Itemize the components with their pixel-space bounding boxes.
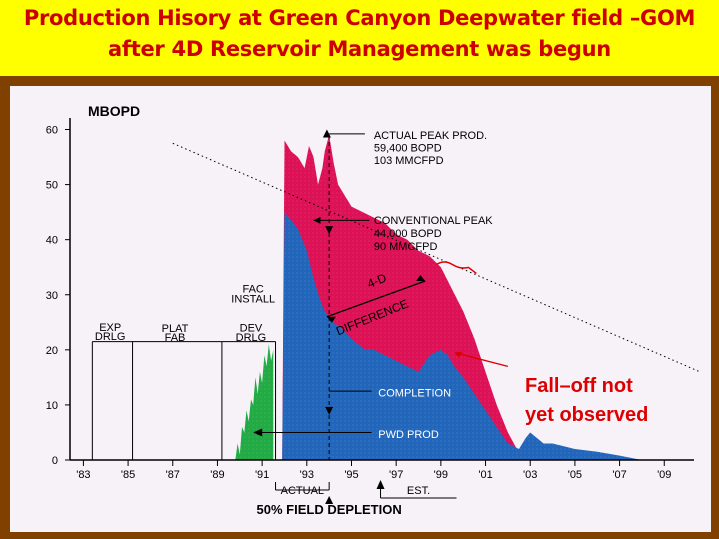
trend-line [172,142,701,373]
x-tick-label-1989: '89 [210,469,224,481]
y-tick-label-10: 10 [46,400,58,412]
y-tick-label-50: 50 [46,180,58,192]
label-plat-2: FAB [165,332,186,344]
label-falloff-1: Fall–off not [525,375,633,397]
area-green-texture [235,344,274,460]
label-dev-1: DEV [240,323,263,335]
x-tick-label-2003: '03 [523,469,537,481]
title-line-2: after 4D Reservoir Management was begun [108,37,611,61]
x-tick-label-1995: '95 [344,469,358,481]
x-tick-label-1991: '91 [255,469,269,481]
label-pwd-prod: PWD PROD [378,429,439,441]
label-plat-1: PLAT [162,323,189,335]
x-tick-label-1993: '93 [300,469,314,481]
y-axis-label: MBOPD [88,103,140,119]
y-tick-label-40: 40 [46,235,58,247]
arrow-conv [325,226,334,235]
title-line-1: Production Hisory at Green Canyon Deepwa… [23,6,696,30]
y-tick-label-0: 0 [52,455,58,467]
title-band: Production Hisory at Green Canyon Deepwa… [0,0,719,76]
x-tick-label-1983: '83 [76,469,90,481]
label-exp-2: DRLG [95,331,126,343]
label-dev-2: DRLG [236,332,267,344]
area-blue-texture [282,212,642,460]
label-actual: ACTUAL [281,485,324,497]
x-tick-label-1985: '85 [121,469,135,481]
label-conv-mmcfpd: 90 MMCFPD [374,241,438,253]
trend-squiggle [435,261,477,275]
diff-arrowhead-left [326,316,336,323]
label-actual-bopd: 59,400 BOPD [374,143,442,155]
falloff-arrow [458,353,509,367]
arrow-peak-up [322,129,331,138]
x-tick-label-2005: '05 [568,469,582,481]
arrow-pwd-down [325,406,334,415]
x-tick-label-2009: '09 [657,469,671,481]
label-completion: COMPLETION [378,388,451,400]
label-actual-mmcfpd: 103 MMCFPD [374,155,444,167]
x-tick-label-1997: '97 [389,469,403,481]
label-depletion: 50% FIELD DEPLETION [257,502,402,517]
label-conv-peak: CONVENTIONAL PEAK [374,215,493,227]
y-tick-label-20: 20 [46,345,58,357]
label-exp-1: EXP [99,322,121,334]
falloff-arrowhead [454,351,463,358]
pwd-arrowhead [253,428,263,437]
label-est: EST. [407,485,430,497]
x-tick-label-1999: '99 [434,469,448,481]
y-tick-label-60: 60 [46,125,58,137]
x-tick-label-2001: '01 [478,469,492,481]
label-4d: 4-D [365,271,388,291]
diff-arrowhead-right [416,274,426,281]
label-conv-bopd: 44,000 BOPD [374,228,442,240]
label-falloff-2: yet observed [525,404,648,426]
diff-arrow [326,280,426,318]
x-tick-label-2007: '07 [612,469,626,481]
conv-arrowhead [313,216,321,224]
label-fac-2: INSTALL [231,293,275,305]
label-actual-peak: ACTUAL PEAK PROD. [374,130,487,142]
label-fac-1: FAC [242,284,263,296]
est-arrowhead [376,480,385,489]
depletion-arrowhead [325,496,334,504]
y-tick-label-30: 30 [46,290,58,302]
x-tick-label-1987: '87 [166,469,180,481]
